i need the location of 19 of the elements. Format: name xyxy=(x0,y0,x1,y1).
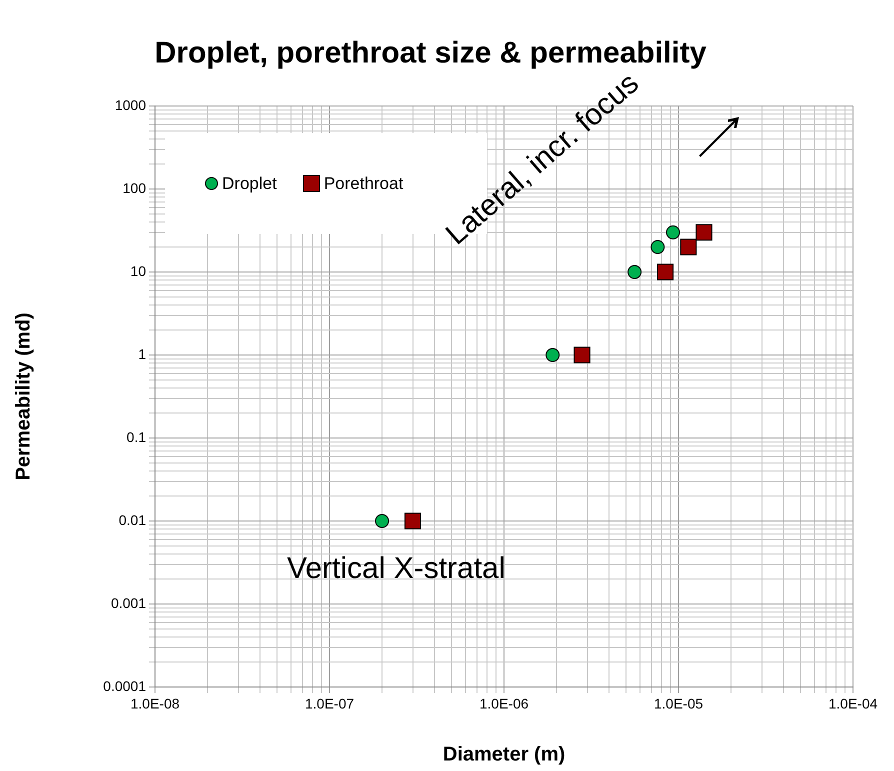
annotation: Vertical X-stratal xyxy=(287,552,506,586)
y-tick-label: 0.0001 xyxy=(103,678,146,694)
x-tick-label: 1.0E-08 xyxy=(130,695,180,712)
y-tick-label: 100 xyxy=(122,180,146,196)
y-tick-label: 1 xyxy=(138,346,146,362)
y-axis-title: Permeability (md) xyxy=(12,312,35,480)
y-tick-label: 0.001 xyxy=(110,594,146,611)
x-tick-label: 1.0E-04 xyxy=(828,695,878,712)
x-axis-title: Diameter (m) xyxy=(442,744,566,766)
y-tick-label: 1000 xyxy=(114,96,146,113)
legend-label: Porethroat xyxy=(324,174,404,194)
legend-label: Droplet xyxy=(222,174,277,194)
y-tick-label: 0.01 xyxy=(118,512,146,528)
y-tick-label: 0.1 xyxy=(126,428,146,445)
y-tick-label: 10 xyxy=(130,262,146,279)
x-tick-label: 1.0E-07 xyxy=(304,695,354,712)
x-tick-label: 1.0E-05 xyxy=(654,695,704,712)
chart-title: Droplet, porethroat size & permeability xyxy=(154,36,707,70)
x-tick-label: 1.0E-06 xyxy=(479,695,529,712)
